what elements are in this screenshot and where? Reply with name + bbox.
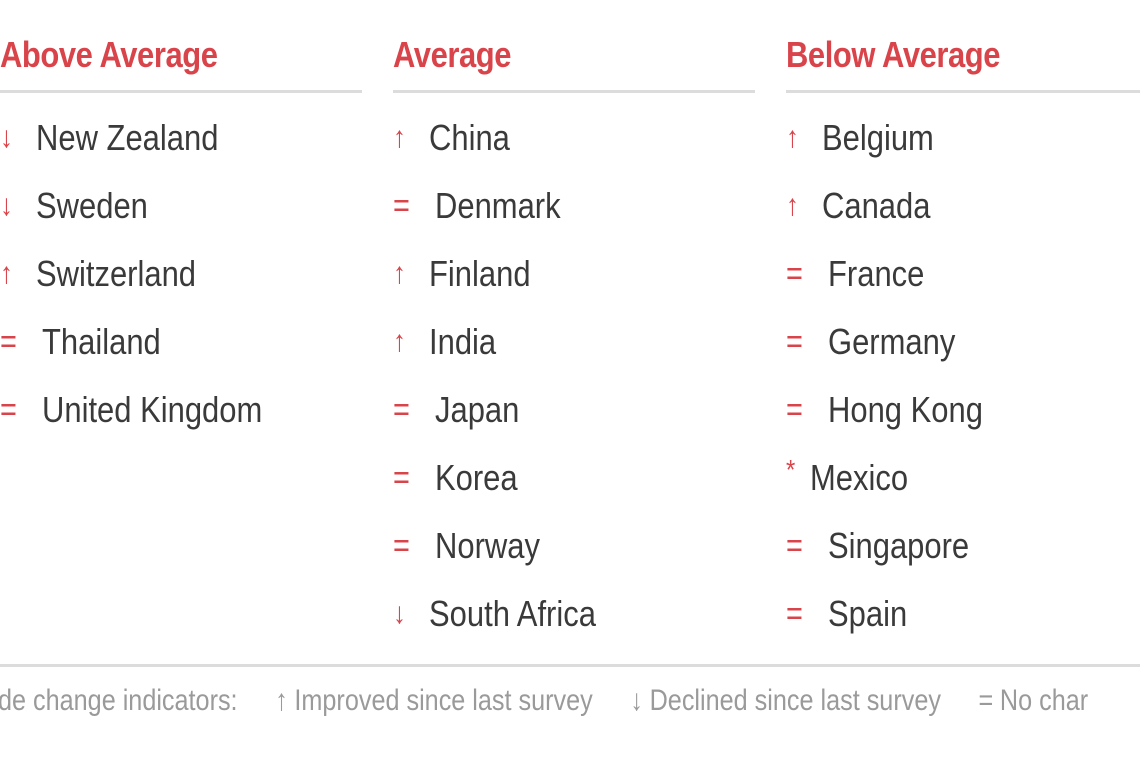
country-name: Belgium [822, 117, 934, 158]
list-item: = Spain [786, 580, 1008, 648]
arrow-up-icon: ↑ [393, 121, 406, 154]
country-name: Switzerland [36, 253, 197, 294]
arrow-up-icon: ↑ [786, 121, 799, 154]
list-item: ↑ China [393, 104, 623, 172]
country-name: Korea [435, 457, 518, 498]
column-divider [393, 90, 755, 93]
country-name: China [429, 117, 510, 158]
country-name: Hong Kong [828, 389, 983, 430]
column-title: Below Average [786, 34, 1001, 75]
list-item: ↑ Belgium [786, 104, 1008, 172]
asterisk-icon: * [786, 454, 796, 485]
column-divider [786, 90, 1140, 93]
equals-icon: = [0, 390, 17, 429]
equals-icon: = [393, 458, 410, 497]
legend-lead: de change indicators: [0, 684, 238, 717]
country-name: South Africa [429, 593, 596, 634]
list-item: * Mexico [786, 444, 1008, 512]
country-name: Spain [828, 593, 908, 634]
equals-icon: = [786, 526, 803, 565]
list-item: = Singapore [786, 512, 1008, 580]
country-name: Finland [429, 253, 531, 294]
list-item: = France [786, 240, 1008, 308]
legend-glyph-down-icon: ↓ [630, 684, 643, 717]
country-list: ↑ Belgium ↑ Canada = France = Germany = Hong Kong… [786, 104, 1008, 648]
country-name: United Kingdom [42, 389, 263, 430]
legend-text-improved: Improved since last survey [294, 684, 593, 717]
list-item: = United Kingdom [0, 376, 298, 444]
country-name: Germany [828, 321, 956, 362]
equals-icon: = [393, 526, 410, 565]
country-name: France [828, 253, 925, 294]
column-title: Average [393, 34, 512, 75]
arrow-down-icon: ↓ [393, 597, 406, 630]
country-name: India [429, 321, 497, 362]
country-name: Denmark [435, 185, 561, 226]
legend-text-declined: Declined since last survey [649, 684, 941, 717]
column-divider [0, 90, 362, 93]
list-item: ↑ Canada [786, 172, 1008, 240]
country-name: Singapore [828, 525, 970, 566]
list-item: ↑ Switzerland [0, 240, 298, 308]
country-name: Norway [435, 525, 540, 566]
list-item: = Norway [393, 512, 623, 580]
country-name: Sweden [36, 185, 148, 226]
arrow-up-icon: ↑ [393, 257, 406, 290]
arrow-up-icon: ↑ [393, 325, 406, 358]
arrow-up-icon: ↑ [0, 257, 13, 290]
legend-text-no-change: No char [999, 684, 1089, 717]
equals-icon: = [393, 390, 410, 429]
arrow-up-icon: ↑ [786, 189, 799, 222]
equals-icon: = [786, 322, 803, 361]
equals-icon: = [786, 594, 803, 633]
country-name: Canada [822, 185, 931, 226]
list-item: ↓ South Africa [393, 580, 623, 648]
country-name: Japan [435, 389, 520, 430]
country-list: ↑ China = Denmark ↑ Finland ↑ India = Japan = Korea… [393, 104, 623, 648]
list-item: = Hong Kong [786, 376, 1008, 444]
column-title: Above Average [0, 34, 218, 75]
list-item: = Korea [393, 444, 623, 512]
equals-icon: = [786, 254, 803, 293]
legend-glyph-up-icon: ↑ [275, 684, 288, 717]
footer-legend: de change indicators: ↑ Improved since la… [0, 684, 1140, 718]
list-item: = Denmark [393, 172, 623, 240]
equals-icon: = [786, 390, 803, 429]
list-item: ↑ India [393, 308, 623, 376]
footer-divider [0, 664, 1140, 667]
list-item: ↑ Finland [393, 240, 623, 308]
equals-icon: = [0, 322, 17, 361]
list-item: = Japan [393, 376, 623, 444]
country-list: ↓ New Zealand ↓ Sweden ↑ Switzerland = Thailand… [0, 104, 298, 444]
country-name: Thailand [42, 321, 161, 362]
country-name: New Zealand [36, 117, 219, 158]
equals-icon: = [393, 186, 410, 225]
legend-glyph-same-icon: = [978, 684, 994, 717]
arrow-down-icon: ↓ [0, 189, 13, 222]
list-item: ↓ Sweden [0, 172, 298, 240]
list-item: ↓ New Zealand [0, 104, 298, 172]
list-item: = Thailand [0, 308, 298, 376]
country-name: Mexico [810, 457, 909, 498]
list-item: = Germany [786, 308, 1008, 376]
arrow-down-icon: ↓ [0, 121, 13, 154]
